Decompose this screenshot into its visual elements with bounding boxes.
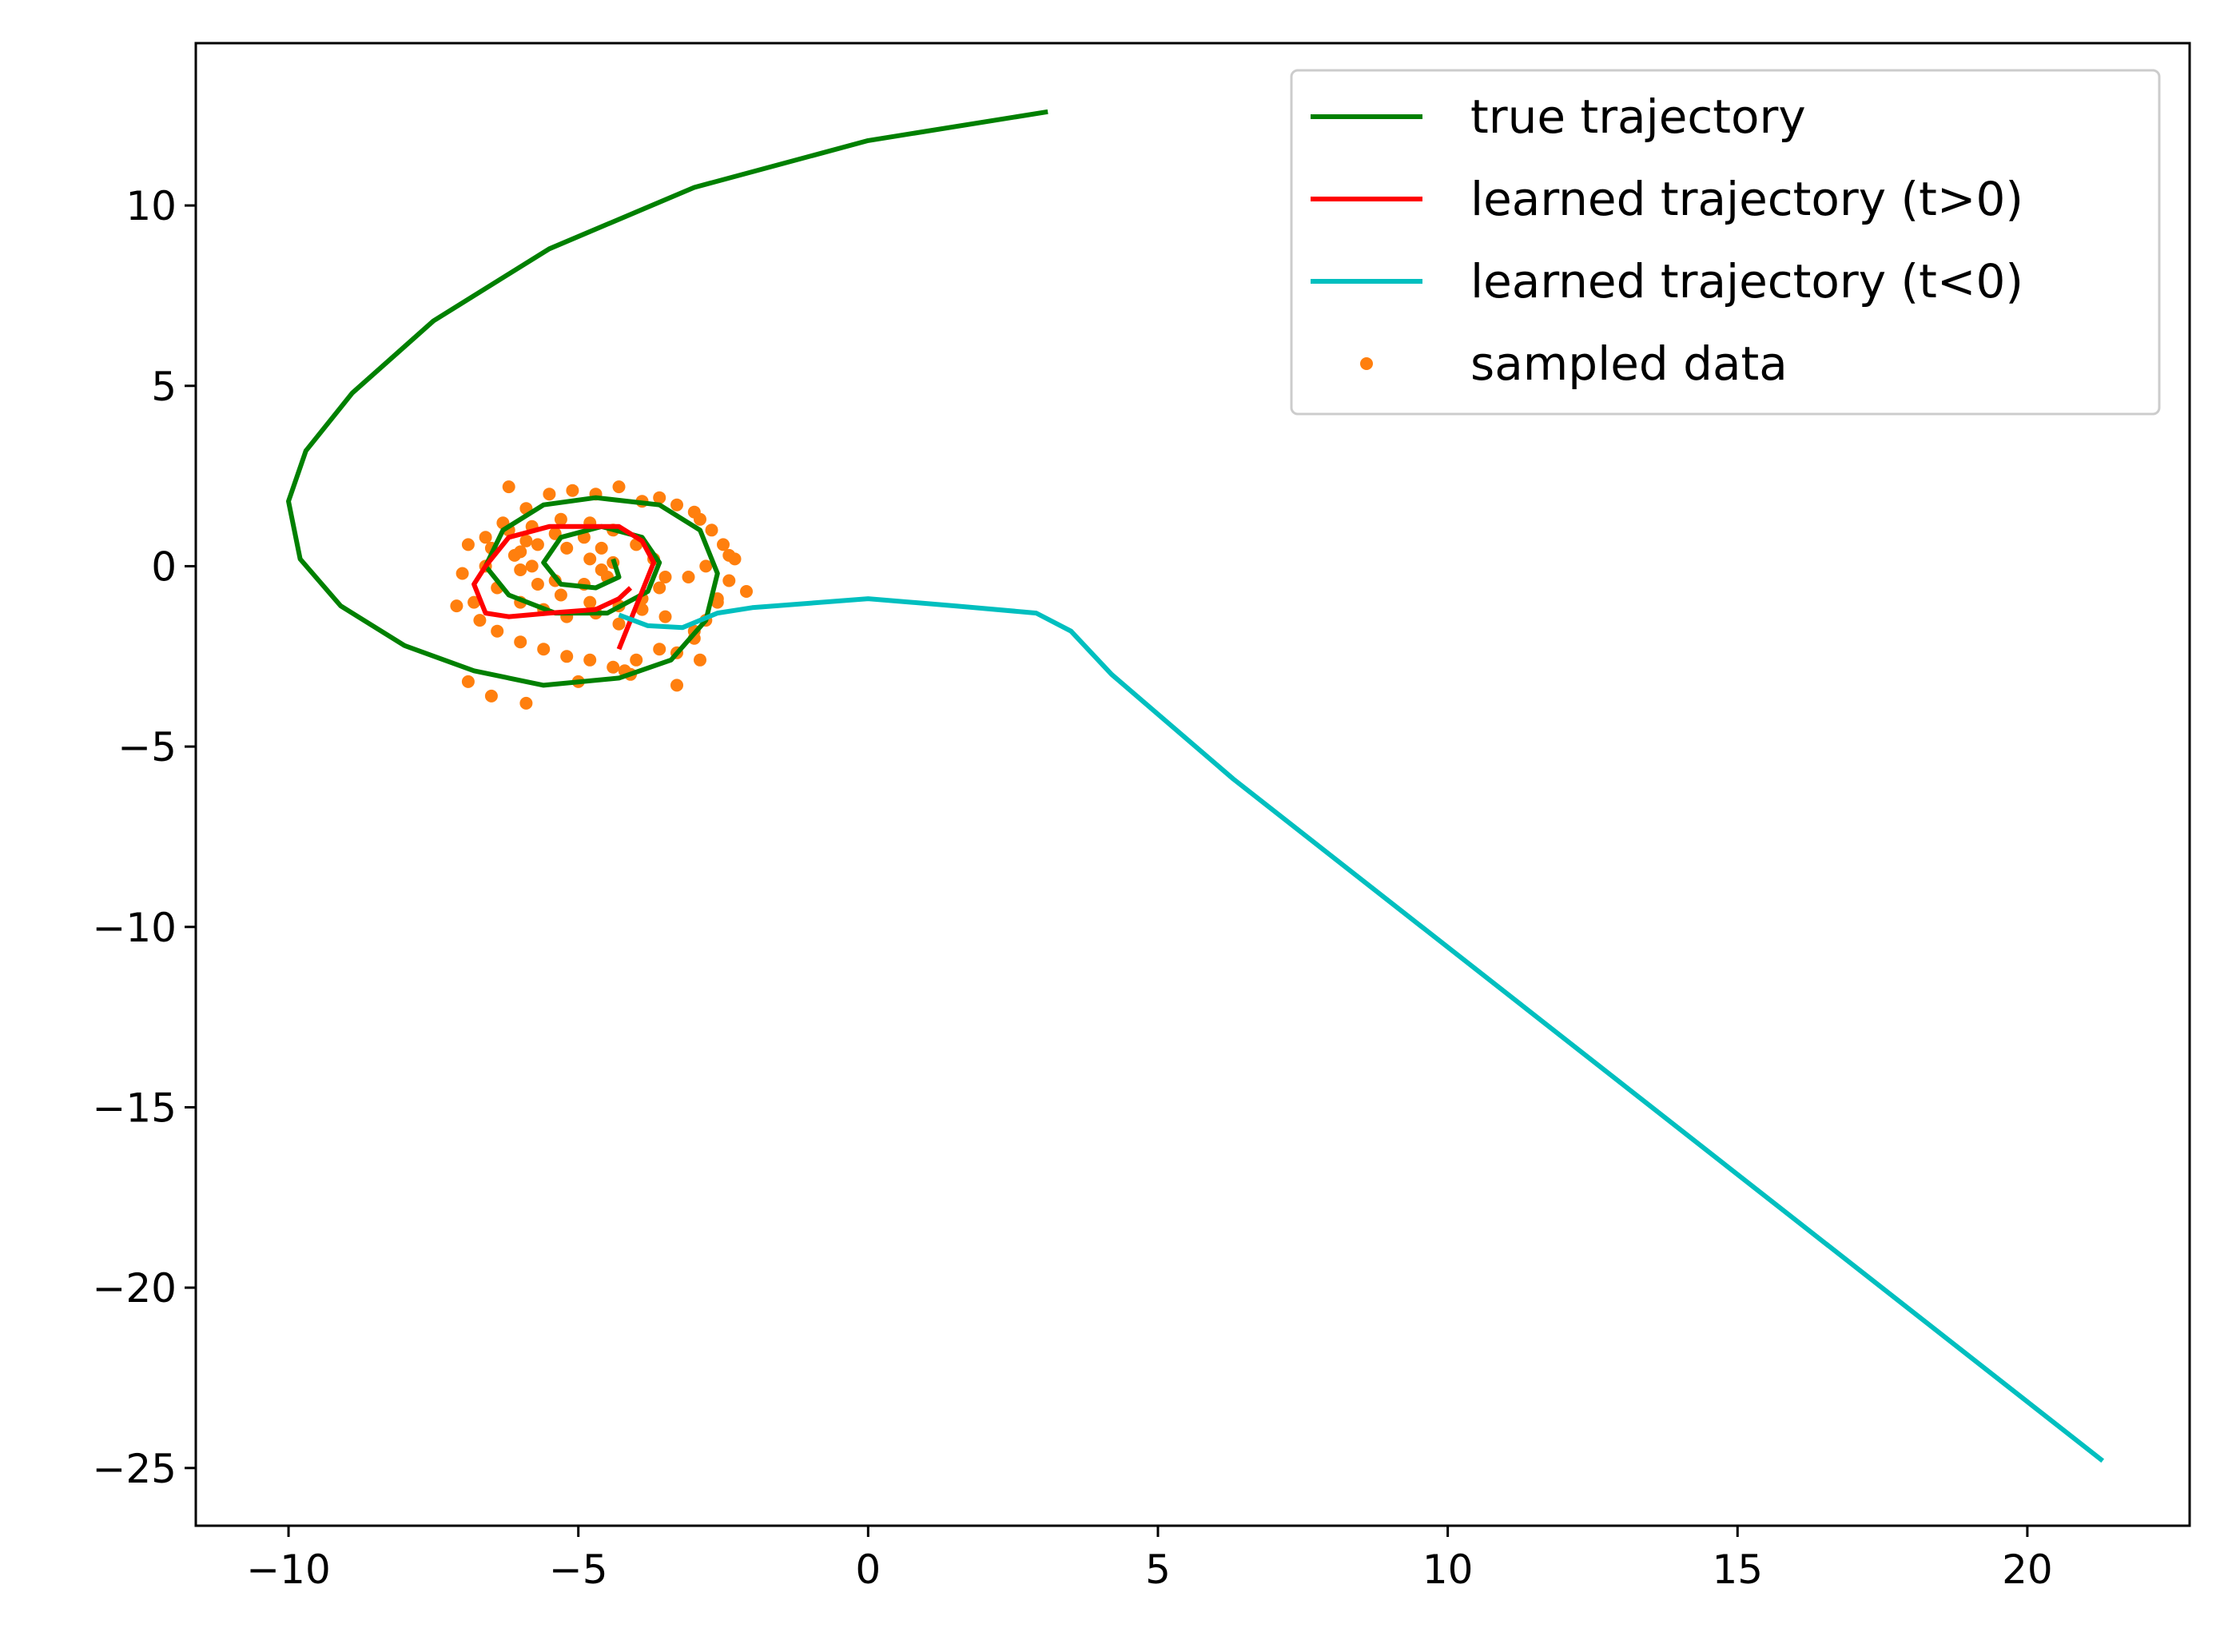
scatter-point xyxy=(699,559,713,573)
scatter-point xyxy=(461,538,475,551)
series-line-learned-trajectory-t-0 xyxy=(471,523,656,651)
scatter-point xyxy=(653,643,666,656)
scatter-point xyxy=(670,498,683,512)
y-tick-label: −20 xyxy=(92,1265,177,1312)
y-tick-label: −5 xyxy=(117,724,177,770)
legend-swatch-dot xyxy=(1360,357,1373,370)
y-tick-label: −25 xyxy=(92,1446,177,1492)
legend-label: true trajectory xyxy=(1470,90,1806,144)
scatter-point xyxy=(694,653,706,667)
x-tick-label: −10 xyxy=(246,1547,331,1593)
scatter-point xyxy=(658,610,672,623)
plot-frame xyxy=(194,42,2191,1527)
scatter-point xyxy=(519,534,533,547)
x-axis: −10 −5 0 5 10 15 20 xyxy=(246,1526,2053,1593)
scatter-point xyxy=(612,617,626,631)
x-tick-label: −5 xyxy=(549,1547,608,1593)
y-tick-label: −10 xyxy=(92,905,177,951)
scatter-point xyxy=(554,512,567,526)
legend-item: learned trajectory (t>0) xyxy=(1311,172,2023,226)
scatter-point xyxy=(461,675,475,688)
scatter-point xyxy=(543,488,556,501)
scatter-point xyxy=(653,491,666,504)
y-tick-label: −15 xyxy=(92,1085,177,1131)
scatter-point xyxy=(595,541,608,555)
scatter-point xyxy=(658,571,672,583)
y-tick-label: 0 xyxy=(151,543,177,590)
scatter-point xyxy=(670,679,683,692)
y-axis: 10 5 0 −5 −10 −15 −20 −25 xyxy=(92,183,196,1492)
legend-label: learned trajectory (t>0) xyxy=(1470,172,2023,226)
scatter-point xyxy=(502,480,515,494)
scatter-point xyxy=(583,653,597,667)
scatter-point xyxy=(560,650,574,663)
legend-box xyxy=(1290,69,2161,416)
x-tick-label: 5 xyxy=(1145,1547,1171,1593)
scatter-point xyxy=(519,696,533,710)
scatter-point xyxy=(653,581,666,595)
scatter-point xyxy=(525,559,539,573)
scatter-point xyxy=(531,538,544,551)
scatter-point xyxy=(456,567,469,580)
scatter-point xyxy=(682,571,695,583)
x-tick-label: 0 xyxy=(855,1547,881,1593)
scatter-point xyxy=(554,588,567,602)
series-line-learned-trajectory-t-0 xyxy=(618,596,2105,1463)
legend-item: learned trajectory (t<0) xyxy=(1311,254,2023,309)
scatter-point xyxy=(514,545,527,559)
scatter-point xyxy=(484,689,498,703)
x-tick-label: 20 xyxy=(2002,1547,2053,1593)
legend-label: learned trajectory (t<0) xyxy=(1470,254,2023,309)
legend-label: sampled data xyxy=(1470,336,1788,391)
series-layer xyxy=(286,109,2105,1463)
legend-item: sampled data xyxy=(1360,336,1788,391)
scatter-point xyxy=(717,538,730,551)
x-tick-label: 15 xyxy=(1712,1547,1763,1593)
scatter-point xyxy=(560,541,574,555)
scatter-point xyxy=(722,548,736,562)
scatter-point xyxy=(607,660,620,674)
scatter-point xyxy=(479,531,492,544)
scatter-point xyxy=(531,578,544,591)
scatter-point xyxy=(566,484,579,497)
scatter-point xyxy=(722,574,736,587)
scatter-point xyxy=(583,552,597,566)
scatter-point xyxy=(687,505,701,519)
scatter-point xyxy=(612,480,626,494)
scatter-point xyxy=(467,595,481,609)
scatter-point xyxy=(740,585,753,598)
scatter-point xyxy=(630,653,643,667)
scatter-point xyxy=(450,599,463,613)
scatter-point xyxy=(491,624,504,638)
y-tick-label: 10 xyxy=(125,183,177,229)
scatter-point xyxy=(583,595,597,609)
legend: true trajectory learned trajectory (t>0) l… xyxy=(1290,69,2161,416)
scatter-point xyxy=(635,603,649,616)
scatter-point xyxy=(514,563,527,576)
x-tick-label: 10 xyxy=(1422,1547,1474,1593)
scatter-point xyxy=(473,614,487,627)
scatter-point xyxy=(705,523,718,537)
legend-item: true trajectory xyxy=(1311,90,1806,144)
y-tick-label: 5 xyxy=(151,364,177,410)
scatter-point xyxy=(514,635,527,649)
scatter-point xyxy=(595,563,608,576)
scatter-point xyxy=(537,643,551,656)
